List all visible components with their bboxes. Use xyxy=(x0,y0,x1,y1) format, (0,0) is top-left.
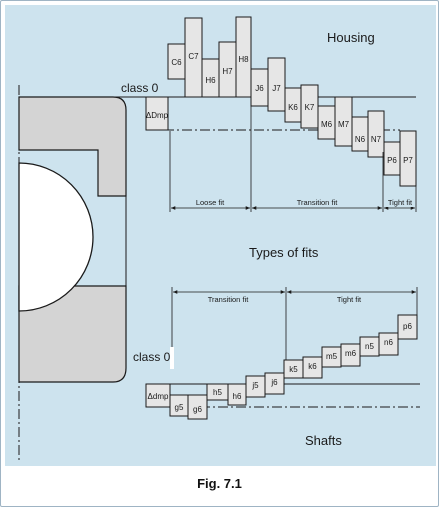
zone-box-h8 xyxy=(235,16,252,98)
shaft-class0-label: class 0 xyxy=(133,350,171,364)
zone-box-c7 xyxy=(184,17,203,98)
zone-box-n6 xyxy=(378,332,399,356)
zone-label-n6: n6 xyxy=(384,338,393,347)
zone-label-j6: J6 xyxy=(255,84,264,93)
zone-label-k7: K7 xyxy=(305,103,315,112)
housing-title: Housing xyxy=(327,30,375,45)
zone-label-k6: k6 xyxy=(308,362,317,371)
zone-label-p7: P7 xyxy=(403,156,413,165)
zone-label-h7: H7 xyxy=(222,67,233,76)
zone-label-n6: N6 xyxy=(355,135,366,144)
label-backdrop xyxy=(385,198,415,207)
zone-label-h5: h5 xyxy=(213,388,222,397)
zone-label-p6: P6 xyxy=(387,156,397,165)
zone-label-h6: H6 xyxy=(205,76,216,85)
zone-label-j5: j5 xyxy=(251,381,259,390)
zone-box-g6 xyxy=(187,394,208,420)
zone-label-j6: j6 xyxy=(270,378,278,387)
zone-box-p7 xyxy=(399,130,417,187)
zone-label-k5: k5 xyxy=(289,365,298,374)
zone-label-h8: H8 xyxy=(238,55,249,64)
zone-label-c7: C7 xyxy=(188,52,199,61)
figure-caption: Fig. 7.1 xyxy=(197,476,242,491)
inner-ring xyxy=(18,285,127,383)
bearing-section xyxy=(18,85,127,463)
zone-box-dmp-housing xyxy=(145,96,169,131)
label-backdrop xyxy=(188,198,232,207)
zone-box-n7 xyxy=(367,110,385,158)
zone-label-c6: C6 xyxy=(171,58,182,67)
zone-box-j6 xyxy=(264,372,285,395)
zone-label-n7: N7 xyxy=(371,135,382,144)
zone-box-p6 xyxy=(397,314,418,340)
label-backdrop xyxy=(289,198,345,207)
class0-marker xyxy=(170,347,174,369)
zone-label-g6: g6 xyxy=(193,405,202,414)
zone-box-n6 xyxy=(351,116,369,152)
zone-label-p6: p6 xyxy=(403,322,412,331)
zone-label-n5: n5 xyxy=(365,342,374,351)
housing-transition-fit-label: Transition fit xyxy=(297,198,338,207)
zone-label-j7: J7 xyxy=(272,84,281,93)
zone-label-m7: M7 xyxy=(338,120,350,129)
zone-label-h6: h6 xyxy=(233,392,242,401)
housing-deviation-label: ΔDmp xyxy=(146,111,169,120)
shafts-title: Shafts xyxy=(305,433,342,448)
housing-loose-fit-label: Loose fit xyxy=(196,198,225,207)
shaft-transition-fit-label: Transition fit xyxy=(208,295,249,304)
shaft-tight-fit-label: Tight fit xyxy=(337,295,362,304)
shaft-fit-ranges: Transition fit Tight fit xyxy=(171,287,418,360)
zone-label-g5: g5 xyxy=(175,403,184,412)
shaft-deviation-label: Δdmp xyxy=(148,392,169,401)
housing-fit-ranges: Loose fit Transition fit Tight fit xyxy=(169,106,417,212)
zone-label-k6: K6 xyxy=(288,103,298,112)
housing-class0-label: class 0 xyxy=(121,81,159,95)
rolling-element xyxy=(18,162,94,312)
zone-box-j7 xyxy=(267,57,286,112)
types-of-fits-title: Types of fits xyxy=(249,245,319,260)
zone-label-m6: M6 xyxy=(321,120,333,129)
housing-tight-fit-label: Tight fit xyxy=(388,198,413,207)
zone-label-m6: m6 xyxy=(345,349,357,358)
zone-label-m5: m5 xyxy=(326,352,338,361)
